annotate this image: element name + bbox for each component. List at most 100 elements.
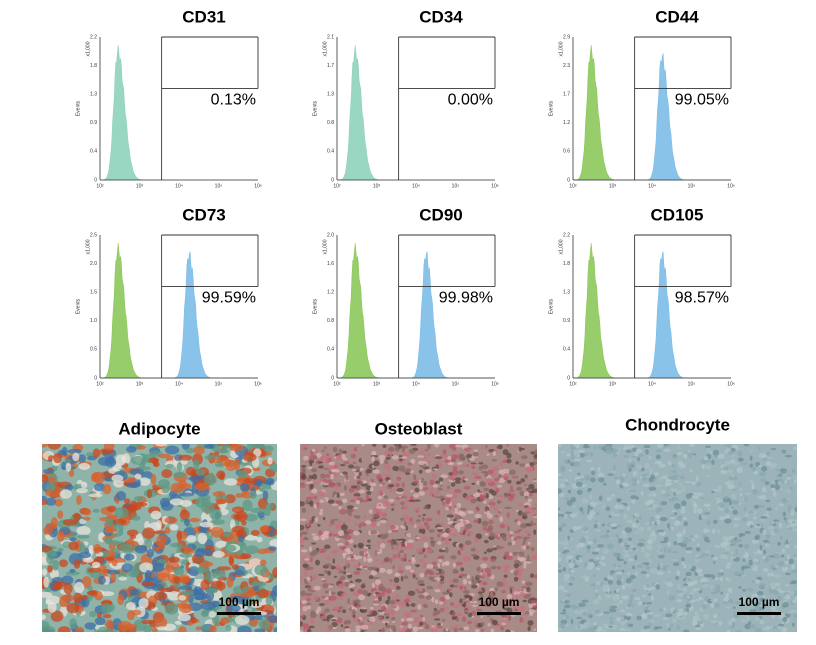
texture: [448, 505, 452, 510]
texture: [774, 484, 781, 491]
texture: [398, 465, 406, 472]
texture: [448, 538, 452, 541]
texture: [388, 498, 395, 503]
x-tick-label: 10³: [136, 183, 144, 189]
texture: [754, 535, 759, 541]
texture: [607, 473, 615, 476]
texture: [305, 499, 310, 505]
texture: [168, 556, 180, 563]
texture: [444, 459, 451, 464]
texture: [404, 611, 412, 618]
texture: [651, 536, 657, 543]
texture: [702, 511, 707, 516]
texture: [337, 542, 344, 547]
texture: [370, 518, 377, 523]
texture: [57, 531, 65, 542]
texture: [757, 464, 763, 468]
texture: [625, 577, 632, 584]
texture: [226, 604, 241, 613]
texture: [173, 576, 181, 584]
texture: [419, 614, 424, 618]
texture: [42, 625, 56, 632]
texture: [43, 576, 49, 588]
texture: [331, 494, 335, 498]
texture: [655, 454, 661, 460]
texture: [719, 516, 726, 521]
texture: [627, 558, 634, 562]
texture: [410, 490, 414, 493]
texture: [520, 447, 525, 451]
texture: [83, 508, 92, 516]
texture: [532, 480, 537, 483]
texture: [417, 626, 424, 630]
texture: [515, 536, 523, 539]
texture: [749, 624, 756, 629]
texture: [685, 578, 690, 584]
texture: [689, 591, 696, 595]
texture: [753, 470, 759, 475]
texture: [676, 625, 680, 631]
texture: [384, 450, 392, 455]
texture: [499, 516, 503, 523]
texture: [466, 510, 474, 514]
texture: [496, 581, 504, 588]
texture: [321, 449, 325, 452]
y-tick-label: 1.3: [327, 92, 334, 98]
texture: [486, 453, 490, 456]
texture: [404, 629, 409, 632]
texture: [711, 490, 715, 493]
texture: [687, 539, 692, 542]
texture: [383, 495, 389, 499]
texture: [273, 627, 277, 632]
texture: [170, 482, 185, 493]
texture: [480, 569, 484, 573]
texture: [377, 490, 385, 496]
texture: [583, 475, 591, 481]
texture: [352, 614, 356, 618]
texture: [353, 447, 358, 452]
texture: [42, 444, 48, 448]
texture: [780, 468, 787, 474]
texture: [152, 562, 165, 573]
texture: [676, 599, 683, 603]
texture: [600, 535, 605, 539]
y-axis-label: Events: [548, 100, 554, 116]
texture: [438, 495, 445, 499]
y-tick-label: 0.4: [327, 347, 334, 353]
texture: [769, 521, 772, 527]
y-axis-label: Events: [548, 298, 554, 314]
texture: [155, 444, 168, 447]
texture: [633, 571, 639, 576]
texture: [791, 520, 796, 524]
texture: [789, 582, 797, 585]
texture: [689, 444, 695, 447]
texture: [754, 627, 763, 632]
texture: [78, 551, 92, 559]
texture: [655, 449, 663, 453]
texture: [490, 628, 495, 632]
x-tick-label: 10³: [609, 183, 617, 189]
texture: [645, 566, 651, 570]
texture: [395, 572, 398, 575]
texture: [301, 569, 308, 572]
texture: [524, 495, 528, 500]
texture: [193, 586, 204, 596]
texture: [233, 570, 246, 576]
texture: [648, 622, 652, 628]
texture: [161, 484, 170, 494]
texture: [468, 595, 473, 602]
texture: [778, 522, 783, 529]
texture: [407, 462, 413, 466]
texture: [770, 447, 777, 451]
texture: [530, 451, 535, 455]
texture: [453, 584, 459, 588]
texture: [660, 562, 664, 569]
y-tick-label: 0.4: [327, 149, 334, 155]
texture: [236, 470, 248, 479]
texture: [342, 609, 347, 614]
texture: [717, 454, 725, 459]
texture: [773, 528, 779, 535]
texture: [477, 518, 482, 524]
texture: [531, 508, 535, 514]
texture: [370, 570, 378, 576]
